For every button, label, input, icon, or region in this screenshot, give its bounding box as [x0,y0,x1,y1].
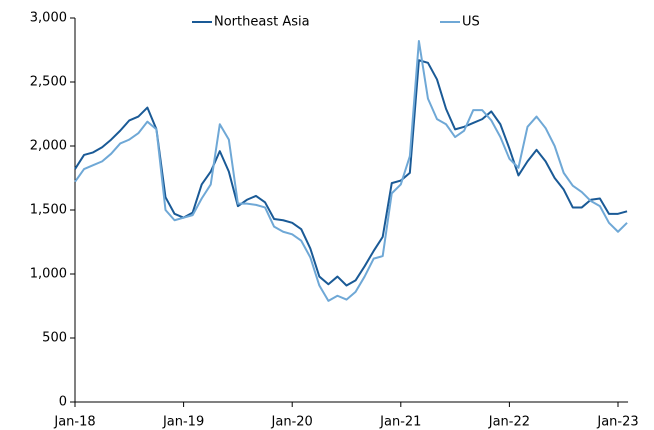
y-tick-label: 500 [42,331,67,346]
legend-label: Northeast Asia [214,15,310,30]
x-tick-label: Jan-18 [53,415,95,430]
series-line [74,59,628,287]
y-tick-label: 0 [59,395,67,410]
y-tick-label: 2,500 [30,75,67,90]
y-tick-label: 2,000 [30,139,67,154]
x-tick-label: Jan-23 [596,415,638,430]
series-line [74,40,628,302]
x-tick-label: Jan-22 [488,415,530,430]
y-tick-label: 1,000 [30,267,67,282]
x-tick-label: Jan-21 [379,415,421,430]
legend-label: US [462,15,480,30]
y-tick-label: 3,000 [30,11,67,26]
x-tick-label: Jan-19 [162,415,204,430]
y-tick-label: 1,500 [30,203,67,218]
x-tick-label: Jan-20 [271,415,313,430]
